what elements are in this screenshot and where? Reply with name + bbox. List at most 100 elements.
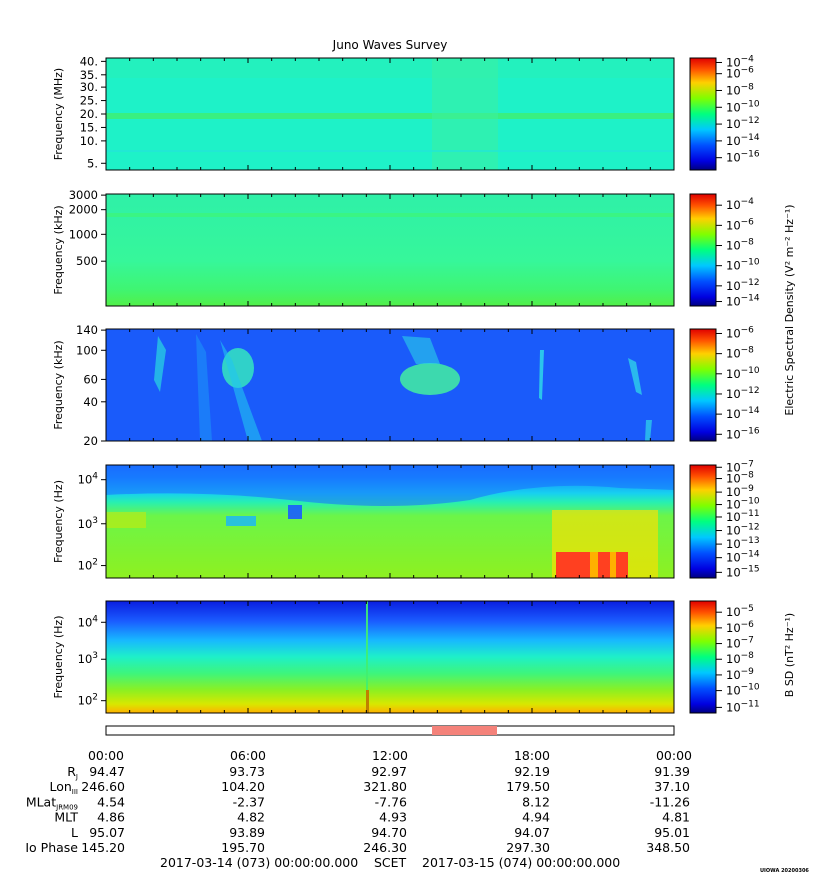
colorbar-tick-label: 10−16 — [726, 426, 760, 441]
colorbar-tick-label: 10−10 — [726, 683, 760, 698]
colorbar-tick-label: 10−16 — [726, 150, 760, 165]
y-tick-label: 140 — [76, 323, 98, 337]
y-tick-label: 102 — [78, 693, 98, 708]
colorbar-1 — [689, 57, 717, 171]
ephemeris-row-label: MLT — [54, 810, 78, 825]
y-axis-label: Frequency (Hz) — [52, 480, 65, 563]
ephemeris-row-label: LonIII — [49, 779, 78, 796]
ephemeris-value: 8.12 — [522, 794, 550, 809]
colorbar-tick-label: 10−8 — [726, 651, 754, 666]
time-tick-label: 06:00 — [230, 748, 266, 763]
date-end: 2017-03-15 (074) 00:00:00.000 — [422, 855, 620, 870]
figure-title: Juno Waves Survey — [332, 38, 448, 52]
y-tick-label: 103 — [78, 516, 98, 531]
y-tick-label: 104 — [78, 614, 99, 629]
y-tick-label: 103 — [78, 651, 98, 666]
colorbar-tick-label: 10−12 — [726, 386, 760, 401]
ephemeris-value: 94.70 — [371, 825, 407, 840]
watermark: UIOWA 20200306 — [760, 868, 809, 874]
ephemeris-value: 104.20 — [221, 779, 265, 794]
time-tick-label: 12:00 — [372, 748, 408, 763]
ephemeris-value: 92.19 — [514, 764, 550, 779]
y-tick-label: 100 — [76, 343, 98, 357]
ephemeris-row-label: Io Phase — [25, 840, 78, 855]
colorbar-tick-label: 10−12 — [726, 116, 760, 131]
colorbars — [689, 57, 717, 714]
panel-5-spectrogram — [105, 600, 675, 714]
colorbar-tick-label: 10−10 — [726, 99, 760, 114]
colorbar-tick-label: 10−6 — [726, 325, 754, 340]
scet-label: SCET — [374, 855, 407, 870]
colorbar-tick-label: 10−15 — [726, 564, 760, 579]
colorbar-tick-label: 10−9 — [726, 484, 754, 499]
time-tick-label: 18:00 — [514, 748, 550, 763]
y-tick-label: 3000 — [69, 188, 98, 202]
colorbar-3 — [689, 328, 717, 442]
colorbar-tick-label: 10−6 — [726, 66, 754, 81]
y-tick-label: 15. — [80, 120, 98, 134]
y-tick-label: 104 — [78, 472, 99, 487]
colorbar-tick-label: 10−14 — [726, 133, 760, 148]
y-tick-label: 60 — [83, 372, 98, 386]
colorbar-tick-label: 10−14 — [726, 406, 760, 421]
y-tick-label: 500 — [76, 254, 98, 268]
ephemeris-value: 246.30 — [363, 840, 407, 855]
panel-2-spectrogram — [105, 193, 675, 307]
panel-1-spectrogram — [105, 57, 675, 171]
y-axis-label: Frequency (MHz) — [52, 68, 65, 160]
y-axis-label: Frequency (kHz) — [52, 205, 65, 294]
colorbar-tick-label: 10−6 — [726, 217, 754, 232]
ephemeris-value: 179.50 — [506, 779, 550, 794]
colorbar-tick-label: 10−7 — [726, 459, 754, 474]
ephemeris-row-label: L — [71, 825, 78, 840]
colorbar-tick-label: 10−8 — [726, 238, 754, 253]
ephemeris-value: 95.01 — [654, 825, 690, 840]
colorbar-tick-label: 10−4 — [726, 197, 754, 212]
colorbar-5 — [689, 600, 717, 714]
event-bar — [105, 725, 675, 736]
colorbar-tick-label: 10−14 — [726, 294, 760, 309]
colorbar-tick-label: 10−10 — [726, 497, 760, 512]
ephemeris-value: 94.47 — [89, 764, 125, 779]
ephemeris-value: 95.07 — [89, 825, 125, 840]
y-tick-label: 35. — [80, 68, 98, 82]
y-tick-label: 40 — [83, 395, 98, 409]
ephemeris-value: 4.81 — [662, 810, 690, 825]
colorbar-4 — [689, 464, 717, 579]
panel-4-spectrogram — [105, 464, 675, 579]
y-tick-label: 10. — [80, 134, 98, 148]
colorbar-tick-label: 10−14 — [726, 550, 760, 565]
colorbar-tick-label: 10−12 — [726, 278, 760, 293]
ephemeris-value: 91.39 — [654, 764, 690, 779]
colorbar-tick-label: 10−10 — [726, 366, 760, 381]
ephemeris-value: 348.50 — [646, 840, 690, 855]
ephemeris-value: 93.89 — [229, 825, 265, 840]
ephemeris-value: -11.26 — [650, 794, 690, 809]
ephemeris-value: 321.80 — [363, 779, 407, 794]
y-tick-label: 30. — [80, 80, 98, 94]
colorbar-tick-label: 10−8 — [726, 82, 754, 97]
colorbar-tick-label: 10−7 — [726, 636, 754, 651]
y-tick-label: 25. — [80, 94, 98, 108]
ephemeris-row-label: MLatJRM09 — [26, 794, 78, 811]
colorbar-label-electric: Electric Spectral Density (V² m⁻² Hz⁻¹) — [783, 204, 796, 415]
colorbar-2 — [689, 193, 717, 307]
colorbar-tick-label: 10−9 — [726, 667, 754, 682]
ephemeris-value: 297.30 — [506, 840, 550, 855]
ephemeris-value: 4.82 — [237, 810, 265, 825]
y-axis-label: Frequency (Hz) — [52, 616, 65, 699]
colorbar-tick-label: 10−8 — [726, 346, 754, 361]
colorbar-tick-label: 10−13 — [726, 536, 760, 551]
colorbar-label-magnetic: B SD (nT² Hz⁻¹) — [783, 613, 796, 697]
y-tick-label: 20 — [83, 434, 98, 448]
ephemeris-value: 246.60 — [81, 779, 125, 794]
colorbar-tick-label: 10−11 — [726, 699, 760, 714]
ephemeris-value: 37.10 — [654, 779, 690, 794]
y-tick-label: 1000 — [69, 227, 98, 241]
date-start: 2017-03-14 (073) 00:00:00.000 — [160, 855, 358, 870]
ephemeris-value: 4.54 — [97, 794, 125, 809]
ephemeris-value: 92.97 — [371, 764, 407, 779]
ephemeris-value: 4.86 — [97, 810, 125, 825]
y-tick-label: 20. — [80, 107, 98, 121]
